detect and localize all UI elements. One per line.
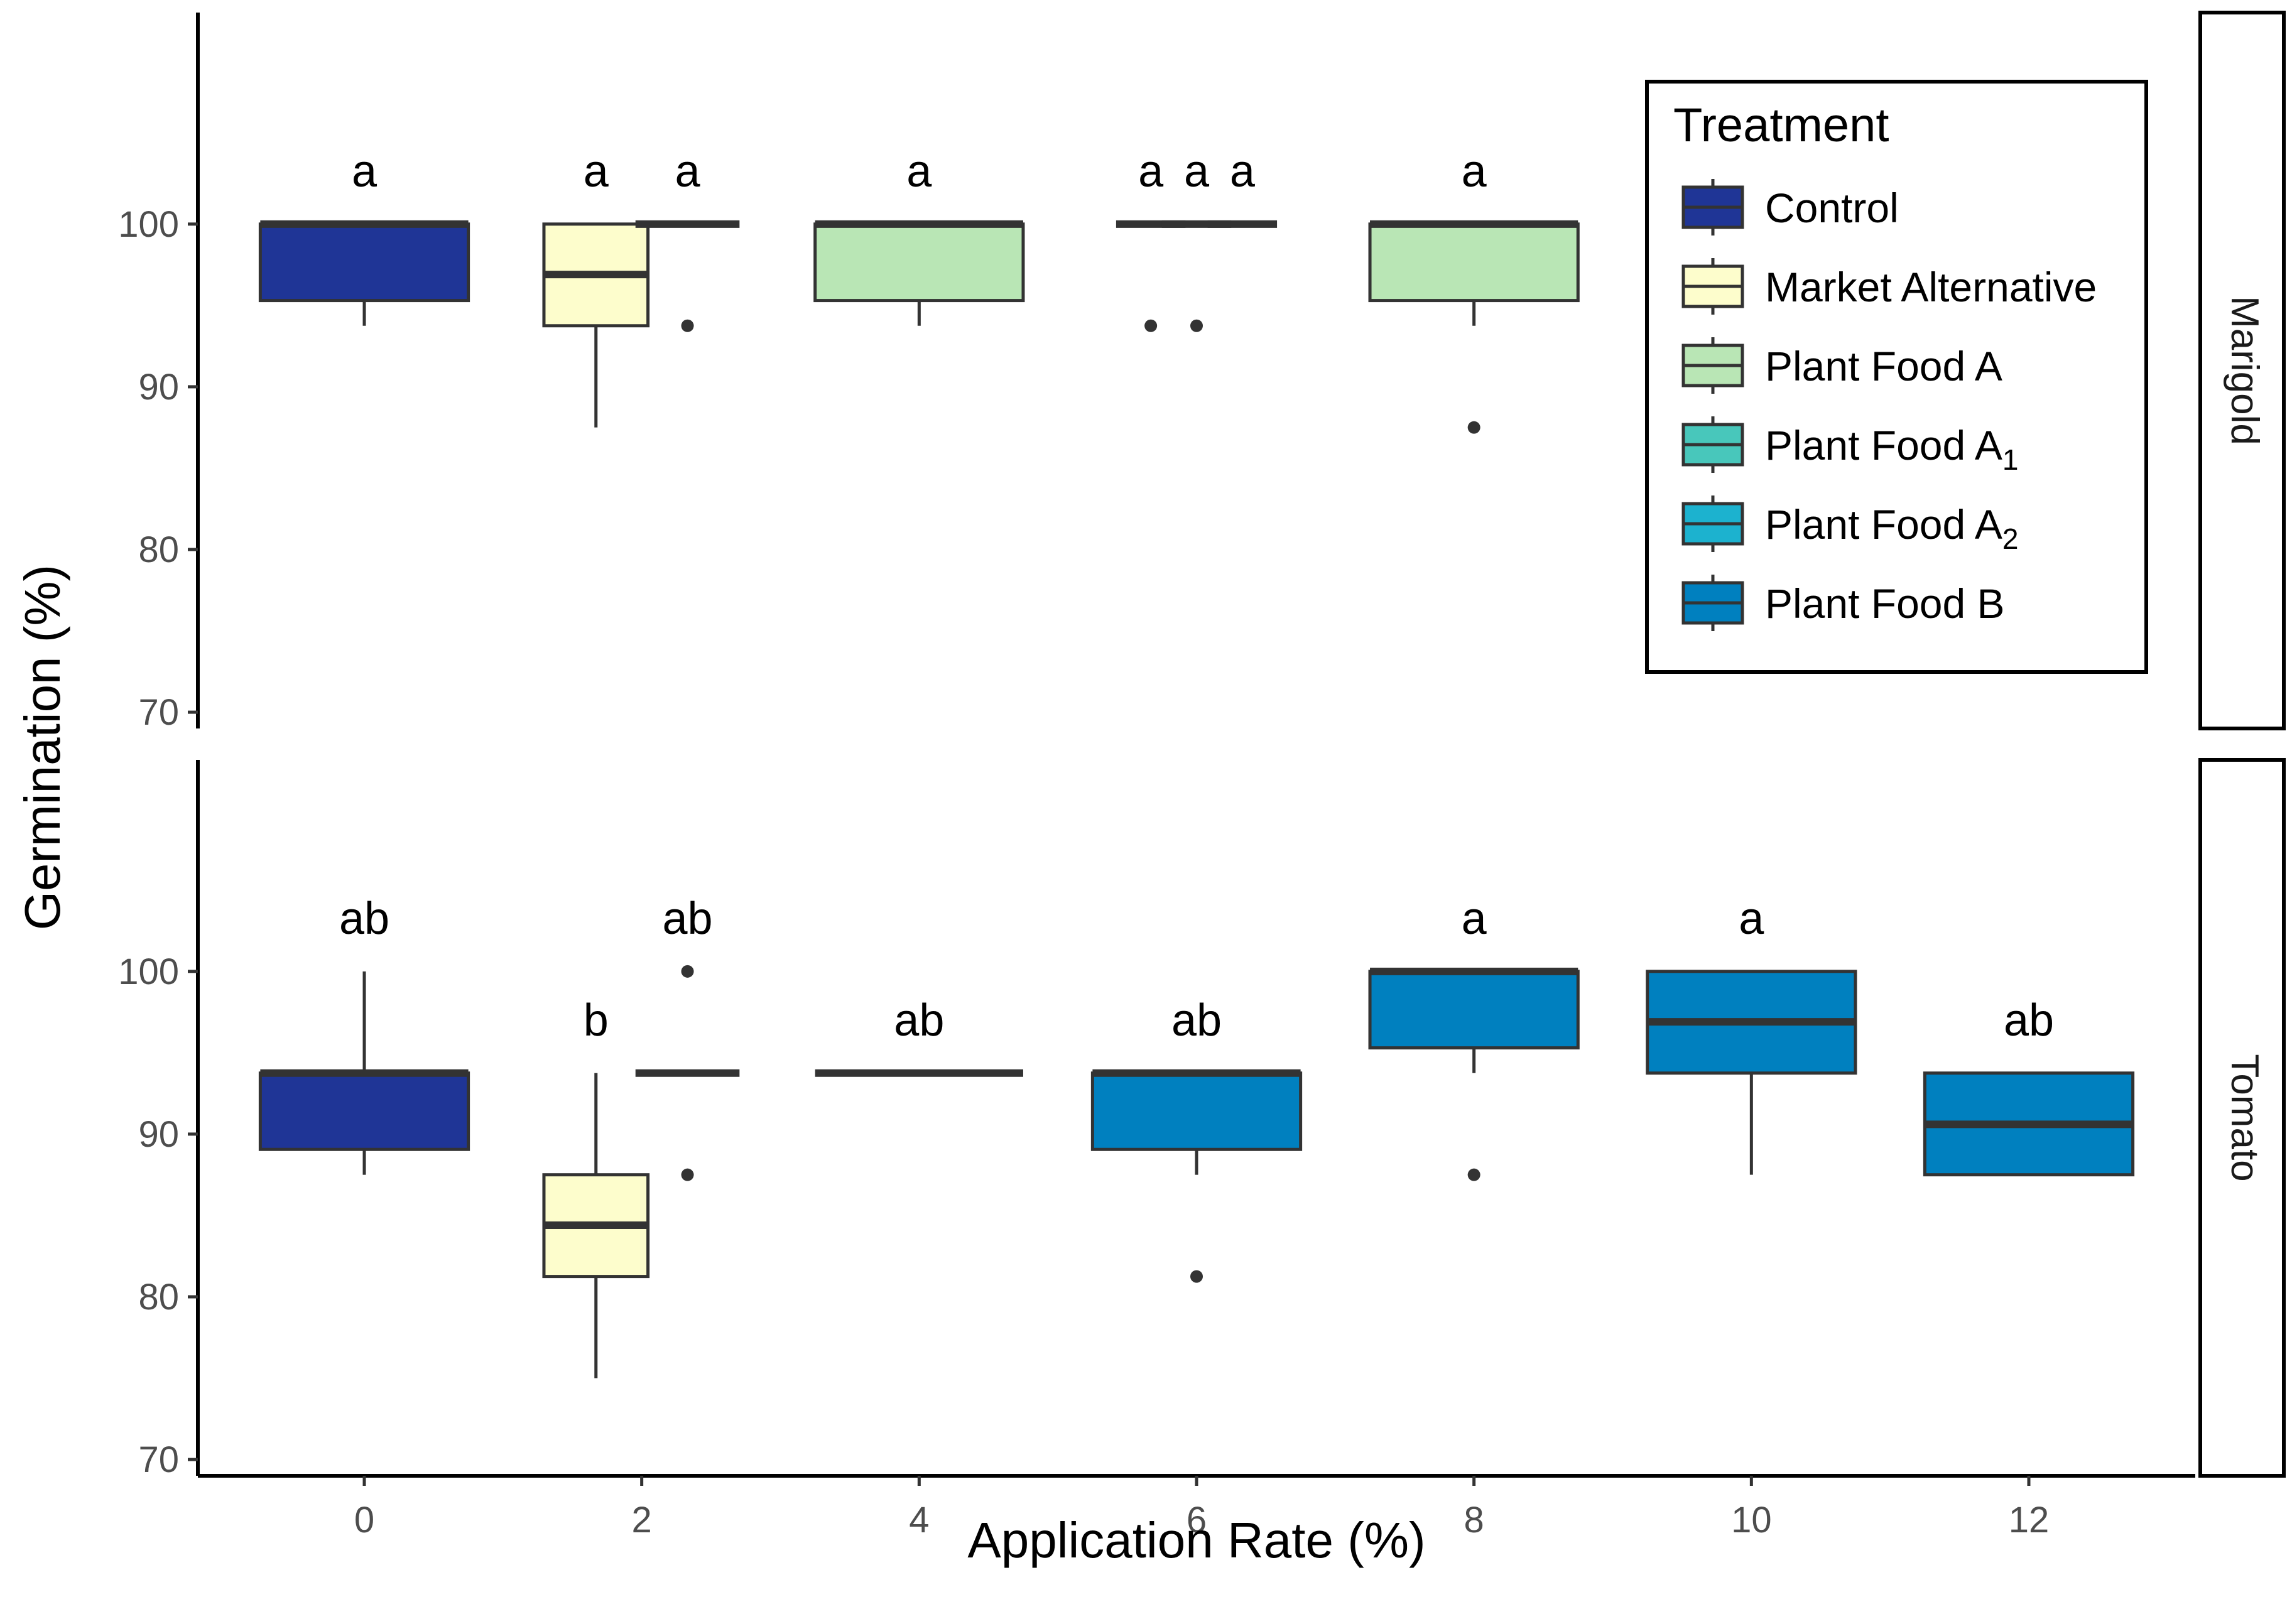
significance-letter: b xyxy=(584,995,609,1046)
legend-label: Plant Food A1 xyxy=(1765,422,2019,476)
legend-label-subscript: 1 xyxy=(2002,443,2019,476)
legend-label: Plant Food B xyxy=(1765,580,2005,627)
x-axis-title: Application Rate (%) xyxy=(967,1512,1425,1568)
significance-letter: a xyxy=(1138,146,1164,197)
y-tick-label: 70 xyxy=(138,692,179,733)
y-tick-label: 90 xyxy=(138,1114,179,1155)
box-body xyxy=(258,1071,470,1151)
box-tomato-0: ab xyxy=(258,894,470,1175)
box-tomato-5: a xyxy=(1368,894,1580,1181)
box-body xyxy=(258,222,470,303)
box-body xyxy=(1368,970,1580,1050)
significance-letter: a xyxy=(1184,146,1210,197)
facet-strip-label: Tomato xyxy=(2223,1054,2266,1181)
box-outlier xyxy=(681,319,694,332)
x-tick-label: 4 xyxy=(909,1500,929,1540)
box-outlier xyxy=(1467,1168,1480,1181)
significance-letter: ab xyxy=(1171,995,1222,1046)
facet-strip xyxy=(2198,11,2286,730)
box-marigold-3: a xyxy=(813,146,1025,326)
y-tick-label: 100 xyxy=(118,204,179,245)
legend-label: Plant Food A xyxy=(1765,343,2002,389)
legend: Treatment Control Market Alternative Plant … xyxy=(1645,80,2148,674)
box-tomato-7: ab xyxy=(1923,995,2135,1177)
box-outlier xyxy=(1467,421,1480,434)
x-tick-label: 8 xyxy=(1464,1500,1484,1540)
x-tick-label: 12 xyxy=(2009,1500,2050,1540)
box-tomato-6: a xyxy=(1646,894,1857,1175)
significance-letter: ab xyxy=(2004,995,2054,1046)
y-tick-label: 90 xyxy=(138,367,179,408)
legend-label: Market Alternative xyxy=(1765,264,2097,310)
x-tick-label: 0 xyxy=(354,1500,374,1540)
box-tomato-2: ab xyxy=(635,894,740,1181)
significance-letter: a xyxy=(352,146,377,197)
axes-layer: 0 2 4 6 8 10 12 xyxy=(198,1474,2195,1540)
box-marigold-0: a xyxy=(258,146,470,326)
y-axis-title: Germination (%) xyxy=(14,565,70,930)
legend-entry: Market Alternative xyxy=(1681,258,2097,315)
legend-entry: Control xyxy=(1681,179,1899,235)
box-tomato-1: b xyxy=(542,995,650,1378)
box-marigold-1: a xyxy=(542,146,650,428)
x-tick-label: 6 xyxy=(1187,1500,1207,1540)
significance-letter: a xyxy=(1230,146,1256,197)
x-tick-label: 2 xyxy=(632,1500,652,1540)
box-marigold-2: a xyxy=(635,146,740,332)
significance-letter: a xyxy=(584,146,609,197)
significance-letter: a xyxy=(906,146,932,197)
box-marigold-6: a xyxy=(1207,146,1278,228)
legend-entry: Plant Food A2 xyxy=(1681,495,2019,555)
facet-strip-label: Marigold xyxy=(2223,296,2266,445)
significance-letter: a xyxy=(1462,894,1487,944)
significance-letter: a xyxy=(675,146,701,197)
box-tomato-4: ab xyxy=(1090,995,1303,1283)
box-body xyxy=(1090,1071,1303,1151)
box-outlier xyxy=(1190,319,1203,332)
legend-entry: Plant Food A xyxy=(1681,337,2002,394)
facet-strip xyxy=(2198,758,2286,1478)
box-body xyxy=(813,222,1025,303)
significance-letter: ab xyxy=(894,995,944,1046)
box-outlier xyxy=(1190,1270,1203,1283)
significance-letter: ab xyxy=(339,894,389,944)
x-tick-label: 10 xyxy=(1731,1500,1772,1540)
box-tomato-3: ab xyxy=(815,995,1023,1077)
legend-title: Treatment xyxy=(1673,99,1889,152)
significance-letter: a xyxy=(1462,146,1487,197)
y-tick-label: 80 xyxy=(138,529,179,570)
legend-label-subscript: 2 xyxy=(2002,522,2019,555)
y-tick-label: 80 xyxy=(138,1277,179,1318)
box-outlier xyxy=(681,965,694,978)
y-tick-label: 100 xyxy=(118,951,179,992)
legend-entry: Plant Food A1 xyxy=(1681,416,2019,476)
box-body xyxy=(1368,222,1580,303)
box-outlier xyxy=(681,1168,694,1181)
significance-letter: ab xyxy=(662,894,712,944)
legend-label: Plant Food A2 xyxy=(1765,501,2019,555)
legend-label: Control xyxy=(1765,185,1899,231)
y-tick-label: 70 xyxy=(138,1439,179,1480)
legend-entry: Plant Food B xyxy=(1681,575,2005,631)
box-marigold-5: a xyxy=(1161,146,1232,332)
significance-letter: a xyxy=(1739,894,1764,944)
box-marigold-7: a xyxy=(1368,146,1580,434)
panel-tomato: 70 80 90 100 Tomato ab b ab ab ab a a ab xyxy=(118,758,2286,1480)
box-outlier xyxy=(1144,319,1158,332)
